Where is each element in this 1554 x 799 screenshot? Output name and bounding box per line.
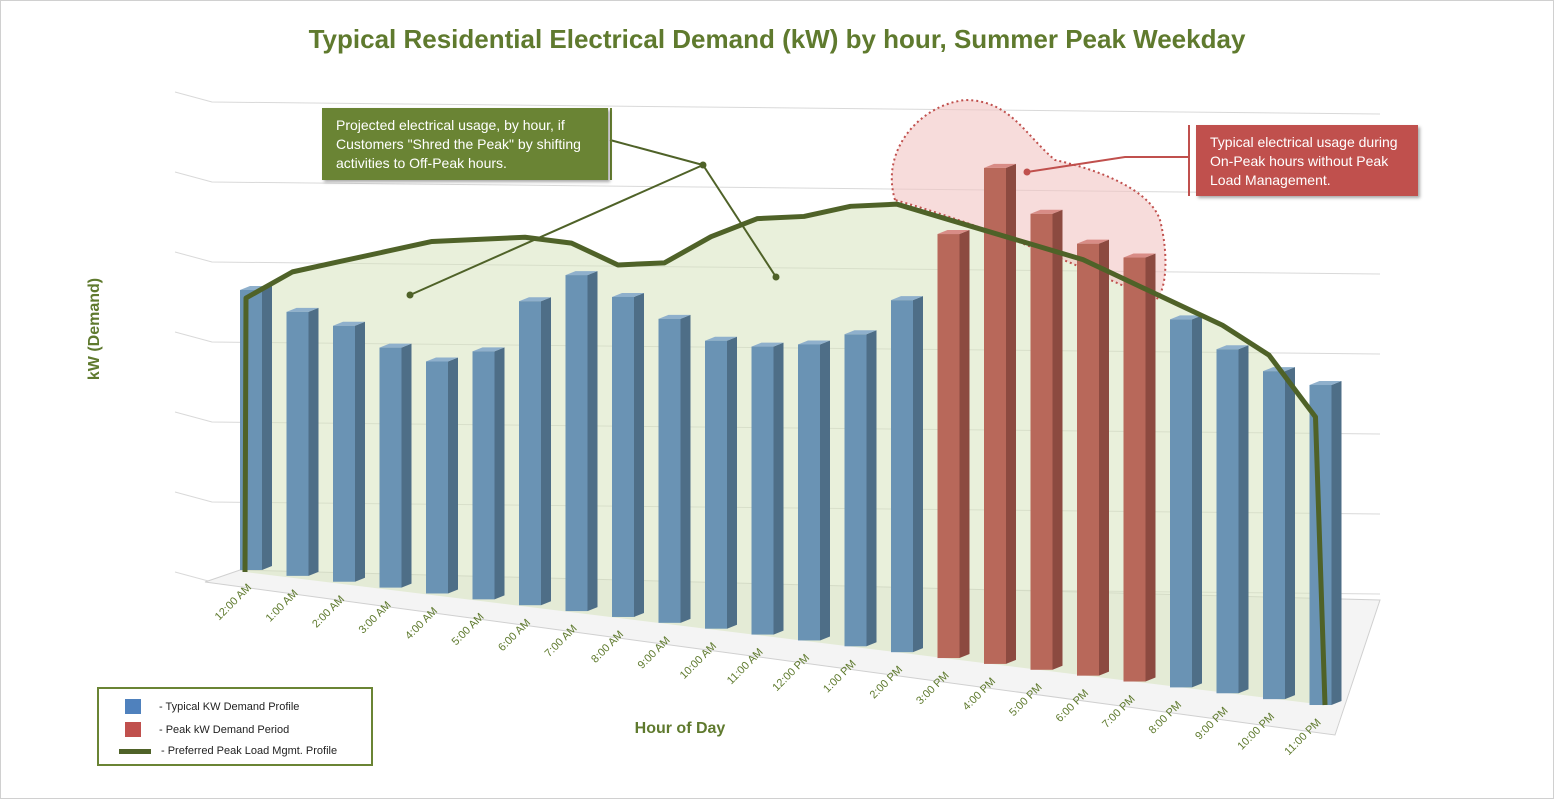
bar-typical [1263, 371, 1285, 700]
bar-typical [519, 301, 541, 606]
green-annotation-callout: Projected electrical usage, by hour, if … [322, 108, 608, 180]
bar-top [751, 342, 784, 347]
leader-dot [406, 291, 414, 299]
bar-top [891, 296, 923, 301]
bar-side [1099, 239, 1109, 676]
bar-top [612, 292, 644, 297]
legend-item-typical: - Typical KW Demand Profile [119, 699, 299, 714]
chart-title: Typical Residential Electrical Demand (k… [308, 24, 1246, 54]
bar-typical [286, 311, 309, 576]
bar-typical [472, 351, 495, 600]
y-axis-label: kW (Demand) [86, 277, 103, 381]
bar-side [1238, 345, 1249, 694]
leader-dot [1023, 168, 1031, 176]
legend-label: - Preferred Peak Load Mgmt. Profile [161, 745, 338, 757]
bar-typical [565, 275, 588, 612]
bar-typical [798, 344, 820, 641]
bar-side [494, 347, 505, 600]
bar-top [658, 314, 691, 319]
bar-top [705, 336, 737, 341]
bar-typical [379, 347, 402, 588]
bar-side [634, 292, 644, 617]
bar-top [984, 163, 1016, 168]
bar-side [308, 307, 319, 576]
legend-swatch-red [125, 722, 141, 737]
bar-top [472, 347, 505, 352]
bar-side [959, 230, 970, 659]
bar-top [844, 330, 877, 335]
bar-typical [891, 300, 913, 653]
bar-top [1170, 315, 1202, 320]
bar-side [448, 357, 458, 594]
red-annotation-callout: Typical electrical usage during On-Peak … [1196, 125, 1418, 196]
bar-typical [658, 318, 681, 623]
red-leader-line [1026, 156, 1188, 173]
bar-typical [844, 334, 867, 647]
legend-item-preferred: - Preferred Peak Load Mgmt. Profile [119, 745, 337, 757]
bar-top [519, 297, 551, 302]
legend-item-peak: - Peak kW Demand Period [119, 722, 289, 737]
bar-peak [937, 234, 960, 659]
x-axis-label: Hour of Day [634, 720, 726, 737]
bar-peak [1123, 257, 1146, 682]
bar-side [541, 297, 551, 606]
bar-top [798, 340, 830, 345]
bar-typical [1216, 349, 1239, 694]
bar-top [1077, 239, 1109, 244]
bar-typical [705, 340, 727, 629]
bar-top [565, 271, 598, 276]
bar-side [820, 340, 830, 641]
bar-top [1309, 381, 1342, 386]
bar-side [1331, 381, 1342, 706]
x-tick-label: 1:00 AM [264, 588, 301, 625]
bar-peak [1030, 213, 1053, 670]
bar-typical [1170, 319, 1192, 688]
bar-typical [426, 361, 448, 594]
legend-swatch-line [119, 748, 151, 754]
legend-swatch-blue [125, 699, 141, 714]
bar-top [286, 307, 319, 312]
bar-side [262, 286, 272, 570]
leader-dot [699, 161, 707, 169]
profile-line [242, 201, 1328, 706]
x-tick-label: 12:00 AM [213, 582, 254, 623]
bar-side [773, 342, 784, 635]
bar-side [727, 336, 737, 629]
bar-top [1216, 345, 1249, 350]
bar-top [426, 357, 458, 362]
bar-peak [984, 167, 1006, 664]
bar-top [1030, 209, 1063, 214]
green-leader-line [702, 164, 777, 278]
bar-top [1123, 253, 1156, 258]
bar-side [1192, 315, 1202, 688]
bar-peak [1077, 243, 1099, 676]
bar-side [587, 271, 598, 612]
bar-side [1006, 163, 1016, 664]
bar-side [680, 314, 691, 623]
red-callout-bracket [1188, 125, 1190, 196]
legend: - Typical KW Demand Profile - Peak kW De… [97, 687, 373, 766]
bar-side [401, 343, 412, 588]
bar-side [1285, 367, 1295, 700]
bar-typical [333, 325, 355, 582]
bar-typical [751, 346, 774, 635]
bar-top [937, 230, 970, 235]
legend-label: - Peak kW Demand Period [159, 723, 290, 736]
leader-dot [772, 273, 780, 281]
bar-side [1052, 209, 1063, 670]
legend-label: - Typical KW Demand Profile [159, 700, 300, 713]
bar-top [379, 343, 412, 348]
bar-side [913, 296, 923, 653]
green-callout-bracket [610, 108, 612, 180]
bar-top [333, 321, 365, 326]
bar-side [1145, 253, 1156, 682]
bar-typical [612, 296, 634, 617]
bar-side [355, 321, 365, 582]
bar-side [866, 330, 877, 647]
